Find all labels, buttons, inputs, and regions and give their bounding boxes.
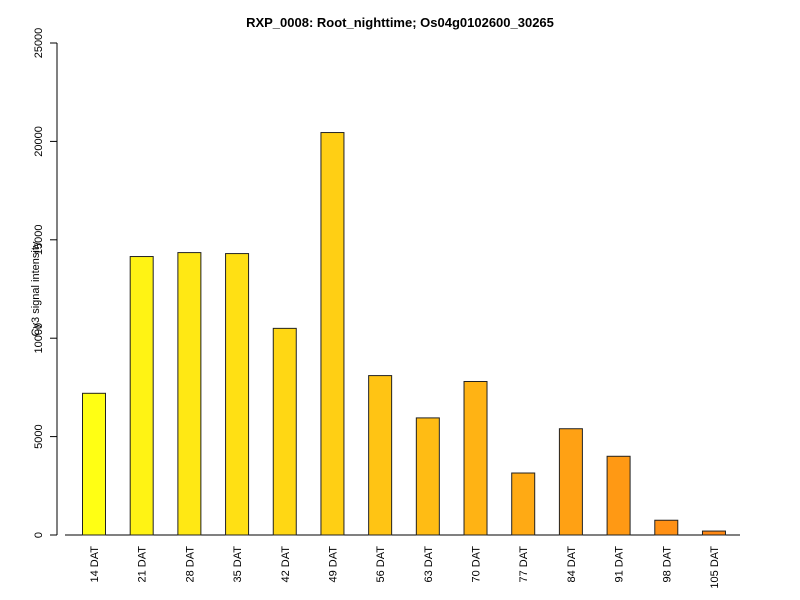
chart-title: RXP_0008: Root_nighttime; Os04g0102600_3… bbox=[246, 15, 554, 30]
x-tick-label: 56 DAT bbox=[375, 546, 387, 583]
x-tick-label: 14 DAT bbox=[89, 546, 101, 583]
x-tick-label: 49 DAT bbox=[327, 546, 339, 583]
bar-28-dat bbox=[177, 252, 202, 536]
x-tick-label: 91 DAT bbox=[614, 546, 626, 583]
bar-105-dat bbox=[701, 530, 726, 536]
y-tick-label: 10000 bbox=[33, 323, 45, 354]
bar-91-dat bbox=[606, 455, 631, 536]
bar-77-dat bbox=[511, 472, 536, 536]
y-axis-label: Cy3 signal intensity bbox=[30, 241, 42, 336]
y-tick-label: 5000 bbox=[33, 424, 45, 448]
bar-63-dat bbox=[415, 417, 440, 536]
x-tick-label: 105 DAT bbox=[709, 546, 721, 589]
y-tick-label: 25000 bbox=[33, 28, 45, 59]
x-tick-label: 42 DAT bbox=[280, 546, 292, 583]
bar-98-dat bbox=[654, 519, 679, 536]
x-tick-label: 84 DAT bbox=[566, 546, 578, 583]
x-tick-label: 35 DAT bbox=[232, 546, 244, 583]
y-tick-label: 0 bbox=[33, 532, 45, 538]
bar-70-dat bbox=[463, 380, 488, 536]
y-tick-label: 15000 bbox=[33, 225, 45, 256]
bar-14-dat bbox=[82, 392, 106, 536]
x-tick-label: 28 DAT bbox=[184, 546, 196, 583]
x-tick-label: 77 DAT bbox=[518, 546, 530, 583]
bar-42-dat bbox=[272, 327, 297, 536]
x-tick-label: 70 DAT bbox=[471, 546, 483, 583]
x-tick-label: 98 DAT bbox=[661, 546, 673, 583]
bar-21-dat bbox=[129, 256, 154, 536]
bar-84-dat bbox=[558, 428, 583, 536]
bar-35-dat bbox=[225, 253, 250, 536]
x-tick-label: 63 DAT bbox=[423, 546, 435, 583]
x-axis: 14 DAT 21 DAT 28 DAT 35 DAT 42 DAT 49 DAT 56 D… bbox=[65, 534, 740, 589]
bars bbox=[82, 132, 726, 536]
y-axis: 0 5000 10000 15000 20000 25000 bbox=[33, 28, 58, 538]
bar-56-dat bbox=[368, 375, 393, 536]
x-tick-label: 21 DAT bbox=[137, 546, 149, 583]
y-tick-label: 20000 bbox=[33, 126, 45, 157]
bar-49-dat bbox=[320, 132, 345, 536]
